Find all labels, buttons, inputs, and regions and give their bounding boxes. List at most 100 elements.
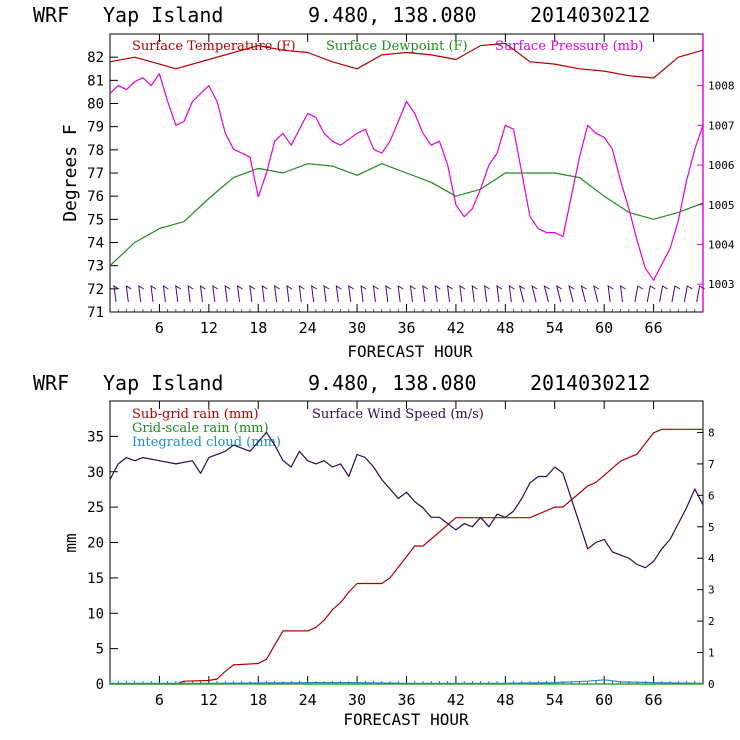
y-tick-label: 82 xyxy=(87,50,104,66)
top-header-location: Yap Island xyxy=(103,3,223,27)
wind-barb-icon xyxy=(397,285,404,303)
wind-barb-icon xyxy=(335,285,342,303)
wind-barb-icon xyxy=(175,285,182,303)
bottom-y-axis-right: 0 1 2 3 4 5 6 7 8 xyxy=(697,426,715,691)
wind-barbs-row xyxy=(113,284,705,303)
integrated-cloud-line xyxy=(110,679,704,684)
wind-barb-icon xyxy=(634,285,644,303)
legend-surface-temperature: Surface Temperature (F) xyxy=(132,39,296,54)
wind-barb-icon xyxy=(568,284,575,303)
y-tick-label: 77 xyxy=(87,166,104,182)
y-tick-label: 20 xyxy=(87,536,104,552)
y2-tick-label: 6 xyxy=(708,489,715,502)
y-tick-label: 80 xyxy=(87,97,104,113)
wind-barb-icon xyxy=(471,285,478,303)
bottom-header-coords: 9.480, 138.080 xyxy=(308,371,477,395)
wind-barb-icon xyxy=(360,285,367,303)
x-tick-label: 54 xyxy=(546,691,564,709)
top-header-coords: 9.480, 138.080 xyxy=(308,3,477,27)
wind-barb-icon xyxy=(484,285,490,303)
legend-integrated-cloud: Integrated cloud (mm) xyxy=(132,435,281,450)
wind-barb-icon xyxy=(496,285,503,303)
x-tick-label: 48 xyxy=(496,691,514,709)
legend-subgrid-rain: Sub-grid rain (mm) xyxy=(132,407,259,422)
top-y-axis-right: 1003 1004 1005 1006 1007 1008 xyxy=(697,80,735,291)
y-tick-label: 73 xyxy=(87,259,104,275)
x-tick-label: 54 xyxy=(546,319,564,337)
x-tick-label: 60 xyxy=(595,691,613,709)
x-tick-label: 30 xyxy=(348,691,366,709)
top-header: WRF Yap Island 9.480, 138.080 2014030212 xyxy=(33,3,650,27)
wind-barb-icon xyxy=(555,284,563,303)
wind-barb-icon xyxy=(224,285,231,303)
wind-barb-icon xyxy=(422,285,429,303)
bottom-x-axis: 6 12 18 24 30 36 42 48 54 60 66 xyxy=(117,401,696,709)
wind-barb-icon xyxy=(162,285,169,303)
y2-tick-label: 3 xyxy=(708,584,715,597)
y2-tick-label: 2 xyxy=(708,615,715,628)
wind-barb-icon xyxy=(543,284,550,303)
wind-barb-icon xyxy=(236,285,243,303)
y2-tick-label: 8 xyxy=(708,426,715,439)
top-x-axis: 6 12 18 24 30 36 42 48 54 60 66 xyxy=(117,34,696,337)
wind-barb-icon xyxy=(531,284,538,303)
bottom-legend: Sub-grid rain (mm) Grid-scale rain (mm) … xyxy=(132,407,484,450)
bottom-header-location: Yap Island xyxy=(103,371,223,395)
wind-barb-icon xyxy=(212,285,219,303)
bottom-x-axis-label: FORECAST HOUR xyxy=(343,710,469,729)
y-tick-label: 71 xyxy=(87,305,104,321)
y2-tick-label: 1007 xyxy=(708,119,735,132)
bottom-header: WRF Yap Island 9.480, 138.080 2014030212 xyxy=(33,371,650,395)
y-tick-label: 75 xyxy=(87,212,104,228)
surface-pressure-line xyxy=(109,73,704,281)
x-tick-label: 18 xyxy=(249,691,267,709)
legend-gridscale-rain: Grid-scale rain (mm) xyxy=(132,421,269,436)
wind-barb-icon xyxy=(323,285,330,303)
bottom-y-axis-left: 0 5 10 15 20 25 30 35 xyxy=(87,429,118,693)
y-tick-label: 0 xyxy=(96,677,104,693)
subgrid-rain-line xyxy=(110,428,703,685)
wind-barb-icon xyxy=(593,284,600,303)
wind-barb-icon xyxy=(261,285,268,303)
wind-barb-icon xyxy=(372,285,379,303)
top-series-group xyxy=(109,42,704,281)
x-tick-label: 12 xyxy=(200,691,218,709)
wind-barb-icon xyxy=(187,285,194,303)
wind-barb-icon xyxy=(459,285,466,303)
top-y-axis-left: 71 72 73 74 75 76 77 78 79 80 81 82 xyxy=(87,50,118,321)
wind-barb-icon xyxy=(348,285,354,303)
x-tick-label: 60 xyxy=(595,319,613,337)
surface-dewpoint-line xyxy=(109,163,704,267)
wind-barb-icon xyxy=(249,285,256,303)
bottom-y-axis-label: mm xyxy=(61,533,80,552)
wind-barb-icon xyxy=(125,285,132,303)
wind-barb-icon xyxy=(508,285,515,303)
bottom-header-init: 2014030212 xyxy=(530,371,650,395)
x-tick-label: 30 xyxy=(348,319,366,337)
wind-barb-icon xyxy=(446,285,453,303)
y-tick-label: 78 xyxy=(87,143,104,159)
wind-barb-icon xyxy=(659,285,668,303)
y2-tick-label: 5 xyxy=(708,521,715,534)
bottom-series-group xyxy=(109,428,704,685)
wind-barb-icon xyxy=(298,285,305,303)
x-tick-label: 36 xyxy=(397,691,415,709)
surface-temperature-line xyxy=(109,42,704,79)
wind-barb-icon xyxy=(696,285,705,303)
y-tick-label: 15 xyxy=(87,571,104,587)
y-tick-label: 30 xyxy=(87,465,104,481)
y-tick-label: 35 xyxy=(87,429,104,445)
x-tick-label: 66 xyxy=(645,319,663,337)
top-header-init: 2014030212 xyxy=(530,3,650,27)
y2-tick-label: 1 xyxy=(708,647,715,660)
x-tick-label: 12 xyxy=(200,319,218,337)
wind-barb-icon xyxy=(409,285,416,303)
y-tick-label: 10 xyxy=(87,606,104,622)
wind-barb-icon xyxy=(385,285,392,303)
x-tick-label: 48 xyxy=(496,319,514,337)
surface-wind-speed-line xyxy=(109,431,704,569)
wind-barb-icon xyxy=(434,285,441,303)
y-tick-label: 25 xyxy=(87,500,104,516)
y-tick-label: 5 xyxy=(96,642,104,658)
